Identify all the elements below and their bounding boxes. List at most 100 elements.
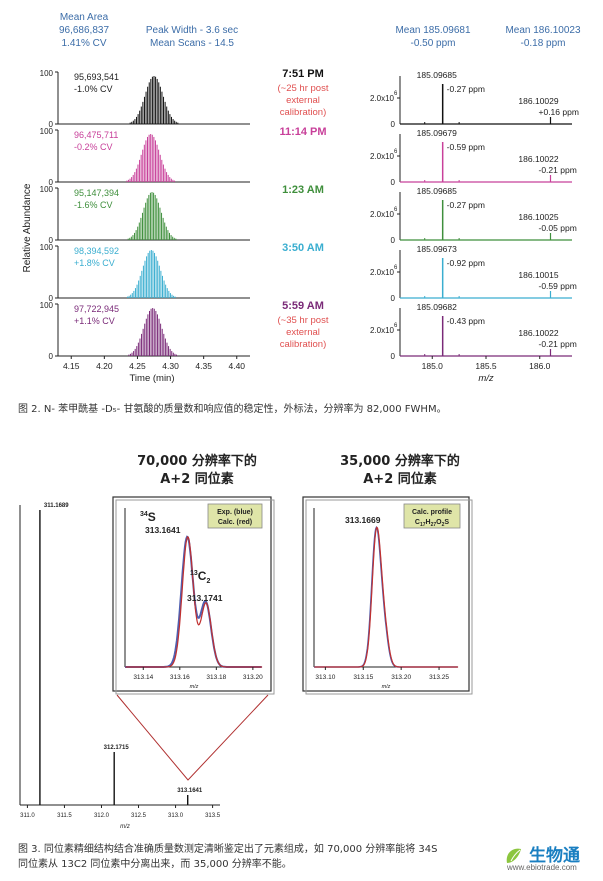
x-tick-label: 4.20	[96, 361, 113, 371]
inset1-x-axis-label: m/z	[190, 684, 199, 690]
y-tick-label-100: 100	[40, 301, 54, 310]
y-tick-label-0: 0	[49, 178, 54, 187]
header-mean2-label: Mean 186.10023	[505, 25, 581, 36]
ms-peak1-label: 185.09679	[417, 128, 457, 138]
ms-x-tick-label: 185.0	[422, 361, 444, 371]
x-tick-label: 4.15	[63, 361, 80, 371]
y-tick-label-0: 0	[49, 120, 54, 129]
ms-y-tick-label: 2.0x10	[370, 326, 395, 335]
ms-peak1-label: 185.09673	[417, 244, 457, 254]
row-note-label: (~25 hr post	[278, 83, 329, 94]
row-cv-label: +1.1% CV	[74, 316, 115, 326]
ms-ppm2-label: +0.16 ppm	[539, 107, 579, 117]
main-peak-label: 311.1689	[44, 503, 69, 509]
ms-ppm1-label: -0.27 ppm	[447, 84, 485, 94]
x-axis-label-time: Time (min)	[129, 373, 174, 384]
ms-peak2-label: 186.10022	[518, 154, 558, 164]
inset2-x-tick-label: 313.10	[315, 674, 335, 681]
ms-x-tick-label: 185.5	[475, 361, 497, 371]
row-area-label: 97,722,945	[74, 304, 119, 314]
row-cv-label: -0.2% CV	[74, 142, 113, 152]
figure3-caption-line1: 图 3. 同位素精细结构结合准确质量数测定清晰鉴定出了元素组成，如 70,000…	[18, 844, 438, 855]
ms-y-tick-label: 2.0x10	[370, 152, 395, 161]
logo: 生物通 www.ebiotrade.com	[501, 841, 593, 875]
x-axis-label-mz: m/z	[478, 373, 494, 384]
row-cv-label: +1.8% CV	[74, 258, 115, 268]
y-tick-label-100: 100	[40, 69, 54, 78]
inset2-legend-box	[403, 503, 461, 529]
main-x-tick-label: 311.0	[20, 813, 35, 819]
inset1-shadow	[115, 499, 275, 695]
ms-ppm2-label: -0.59 ppm	[539, 281, 577, 291]
row-note-label: external	[286, 95, 320, 106]
ms-peak1-label: 185.09685	[417, 186, 457, 196]
fig3-title-left-1: 70,000 分辨率下的	[137, 453, 257, 469]
ms-peak2-label: 186.10029	[518, 96, 558, 106]
inset1-legend-exp: Exp. (blue)	[217, 509, 253, 516]
ms-y-tick-label: 2.0x10	[370, 268, 395, 277]
row-area-label: 98,394,592	[74, 246, 119, 256]
inset2-x-axis-label: m/z	[382, 684, 391, 690]
row-note-label: external	[286, 327, 320, 338]
row-note-label: (~35 hr post	[278, 315, 329, 326]
main-x-tick-label: 313.0	[168, 813, 184, 819]
fig3-title-right-2: A+2 同位素	[363, 471, 437, 487]
header-mean2-ppm: -0.18 ppm	[520, 38, 565, 49]
ms-y-tick-exponent: 6	[394, 265, 398, 271]
figure3-caption-line2: 同位素从 13C2 同位素中分离出来，而 35,000 分辨率不能。	[18, 859, 292, 870]
inset1-x-tick-label: 313.20	[243, 674, 263, 681]
x-tick-label: 4.30	[162, 361, 179, 371]
inset2-x-tick-label: 313.20	[391, 674, 411, 681]
ms-ppm1-label: -0.92 ppm	[447, 258, 485, 268]
ms-ppm1-label: -0.27 ppm	[447, 200, 485, 210]
main-x-tick-label: 312.0	[94, 813, 110, 819]
main-x-tick-label: 313.5	[205, 813, 221, 819]
ms-y-tick-exponent: 6	[394, 323, 398, 329]
row-note-label: calibration)	[280, 339, 326, 350]
main-x-axis-label: m/z	[120, 824, 130, 830]
inset1-legend-box	[207, 503, 263, 529]
logo-url: www.ebiotrade.com	[507, 863, 577, 872]
row-time-label: 1:23 AM	[282, 184, 324, 196]
y-tick-label-100: 100	[40, 185, 54, 194]
header-mean-area-label: Mean Area	[60, 12, 109, 23]
row-time-label: 3:50 AM	[282, 242, 324, 254]
logo-brand: 生物通	[529, 846, 580, 866]
inset1-13c2-mass: 313.1741	[187, 593, 223, 603]
inset2-x-tick-label: 313.25	[429, 674, 449, 681]
row-time-label: 7:51 PM	[282, 68, 324, 80]
ms-y-tick-label: 2.0x10	[370, 210, 395, 219]
y-tick-label-100: 100	[40, 243, 54, 252]
inset1-x-tick-label: 313.18	[206, 674, 226, 681]
ms-peak1-label: 185.09685	[417, 70, 457, 80]
inset2-peak-label: 313.1669	[345, 515, 381, 525]
header-mean-scans: Mean Scans - 14.5	[150, 38, 234, 49]
y-tick-label-0: 0	[49, 294, 54, 303]
fig3-title-right-1: 35,000 分辨率下的	[340, 453, 460, 469]
y-axis-label: Relative Abundance	[22, 183, 33, 272]
row-area-label: 95,693,541	[74, 72, 119, 82]
figure2-caption: 图 2. N- 苯甲酰基 -D₅- 甘氨酸的质量数和响应值的稳定性，外标法，分辨…	[18, 404, 447, 415]
zoom-indicator-lines	[116, 694, 269, 781]
ms-ppm2-label: -0.21 ppm	[539, 339, 577, 349]
row-area-label: 96,475,711	[74, 130, 118, 140]
inset1-profile-calc	[125, 535, 263, 668]
inset2-profile-calc	[314, 526, 459, 668]
ms-ppm2-label: -0.21 ppm	[539, 165, 577, 175]
x-tick-label: 4.25	[129, 361, 146, 371]
inset1-13c2-label: 13C2	[190, 569, 210, 585]
header-mean1-ppm: -0.50 ppm	[410, 38, 455, 49]
ms-peak1-label: 185.09682	[417, 302, 457, 312]
inset2-x-tick-label: 313.15	[353, 674, 373, 681]
inset2-legend-formula: C17H27O2S	[415, 519, 449, 528]
ms-y-tick-label-0: 0	[391, 352, 396, 361]
header-mean1-label: Mean 185.09681	[395, 25, 471, 36]
ms-ppm1-label: -0.43 ppm	[447, 316, 485, 326]
ms-ppm2-label: -0.05 ppm	[539, 223, 577, 233]
fig3-title-left-2: A+2 同位素	[160, 471, 234, 487]
main-peak-label: 313.1641	[177, 788, 203, 794]
inset1-legend-calc: Calc. (red)	[218, 519, 252, 526]
ms-x-tick-label: 186.0	[529, 361, 551, 371]
inset2-shadow	[305, 499, 473, 695]
row-cv-label: -1.6% CV	[74, 200, 113, 210]
